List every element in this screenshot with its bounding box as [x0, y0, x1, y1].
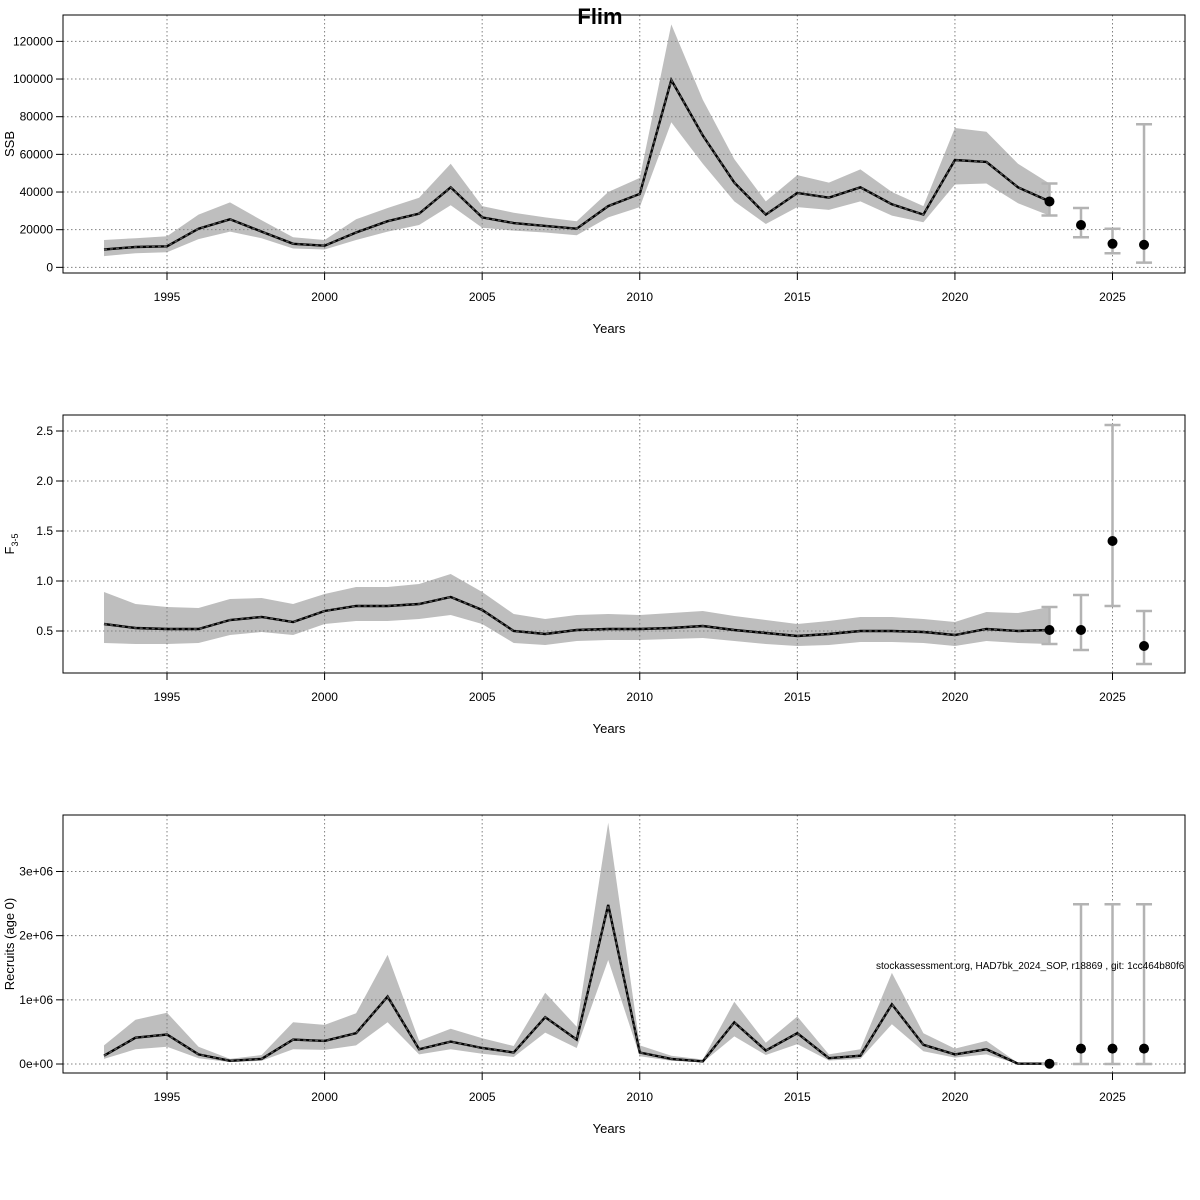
- ssb-y-tick-label: 40000: [20, 185, 54, 199]
- ssb-x-tick-label: 2000: [311, 290, 338, 304]
- recruits-estimate-line: [103, 904, 1050, 1065]
- ssb-x-tick-label: 2025: [1099, 290, 1126, 304]
- ssb-x-tick-label: 2010: [626, 290, 653, 304]
- f-forecast-point: [1075, 625, 1086, 635]
- recruits-x-tick-label: 2010: [626, 1090, 653, 1104]
- ssb-panel: 1995 2000 2005 2010 2015 2020 2025 0 20000 40000 6…: [2, 14, 1186, 336]
- ssb-y-tick-label: 60000: [20, 147, 54, 161]
- ssb-x-tick-label: 2005: [469, 290, 496, 304]
- recruits-x-axis-label: Years: [593, 1121, 626, 1136]
- recruits-confidence-band: [104, 822, 1050, 1064]
- recruits-forecast-point: [1075, 1043, 1086, 1054]
- recruits-x-tick-label: 2020: [942, 1090, 969, 1104]
- recruits-plot-frame: [62, 814, 1186, 1074]
- f-y-axis-label: F3-5: [2, 534, 20, 555]
- f-forecast-point: [1139, 641, 1150, 651]
- f-y-axis-label-subscript: 3-5: [10, 534, 20, 547]
- ssb-y-tick-label: 120000: [13, 34, 53, 48]
- ssb-estimate-line-dashed: [103, 78, 1050, 251]
- ssb-forecast-point: [1107, 238, 1118, 249]
- f-x-tick-label: 2005: [469, 690, 496, 704]
- f-x-tick-label: 2010: [626, 690, 653, 704]
- f-y-tick-label: 2.5: [36, 424, 53, 438]
- credit-text: stockassessment.org, HAD7bk_2024_SOP, r1…: [876, 961, 1185, 972]
- ssb-y-axis-label: SSB: [2, 131, 17, 157]
- ssb-y-tick-label: 100000: [13, 72, 53, 86]
- recruits-estimate-line-dashed: [103, 904, 1050, 1065]
- f-confidence-band: [104, 574, 1050, 646]
- f-x-tick-label: 2025: [1099, 690, 1126, 704]
- recruits-x-tick-label: 2000: [311, 1090, 338, 1104]
- ssb-forecast-point: [1044, 196, 1055, 207]
- f-estimate-line-dashed: [103, 596, 1050, 637]
- ssb-confidence-band: [104, 24, 1050, 257]
- ssb-forecast-point: [1075, 219, 1086, 230]
- f-y-tick-label: 2.0: [36, 474, 53, 488]
- f-x-tick-label: 2000: [311, 690, 338, 704]
- f-x-tick-label: 1995: [154, 690, 181, 704]
- f-y-tick-label: 1.5: [36, 524, 53, 538]
- f-x-tick-label: 2020: [942, 690, 969, 704]
- ssb-x-tick-label: 1995: [154, 290, 181, 304]
- recruits-forecast-point: [1044, 1058, 1055, 1069]
- chart-title: Flim: [577, 4, 622, 29]
- fishing-mortality-panel: 1995 2000 2005 2010 2015 2020 2025 0.5 1.0 1.5 2.0…: [2, 414, 1186, 736]
- ssb-y-tick-label: 20000: [20, 223, 54, 237]
- ssb-plot-frame: [62, 14, 1186, 274]
- ssb-y-tick-label: 80000: [20, 110, 54, 124]
- ssb-x-tick-label: 2015: [784, 290, 811, 304]
- recruits-x-tick-label: 1995: [154, 1090, 181, 1104]
- f-plot-frame: [62, 414, 1186, 674]
- ssb-y-tick-label: 0: [46, 260, 53, 274]
- ssb-x-axis-label: Years: [593, 321, 626, 336]
- f-y-tick-label: 0.5: [36, 624, 53, 638]
- f-x-axis-label: Years: [593, 721, 626, 736]
- recruits-x-tick-label: 2005: [469, 1090, 496, 1104]
- recruits-y-tick-label: 0e+00: [19, 1057, 53, 1071]
- recruits-x-tick-label: 2015: [784, 1090, 811, 1104]
- recruits-y-tick-label: 3e+06: [19, 864, 53, 878]
- ssb-forecast-point: [1139, 239, 1150, 250]
- f-y-tick-label: 1.0: [36, 574, 53, 588]
- recruits-x-tick-label: 2025: [1099, 1090, 1126, 1104]
- f-x-tick-label: 2015: [784, 690, 811, 704]
- recruits-y-tick-label: 1e+06: [19, 993, 53, 1007]
- f-forecast-point: [1044, 625, 1055, 635]
- recruits-y-axis-label: Recruits (age 0): [2, 898, 17, 990]
- f-forecast-point: [1107, 536, 1118, 546]
- ssb-x-tick-label: 2020: [942, 290, 969, 304]
- recruits-forecast-point: [1107, 1043, 1118, 1054]
- recruits-y-tick-label: 2e+06: [19, 929, 53, 943]
- recruits-panel: 1995 2000 2005 2010 2015 2020 2025 0e+00 1e+06 2e…: [2, 814, 1186, 1136]
- recruits-forecast-point: [1139, 1043, 1150, 1054]
